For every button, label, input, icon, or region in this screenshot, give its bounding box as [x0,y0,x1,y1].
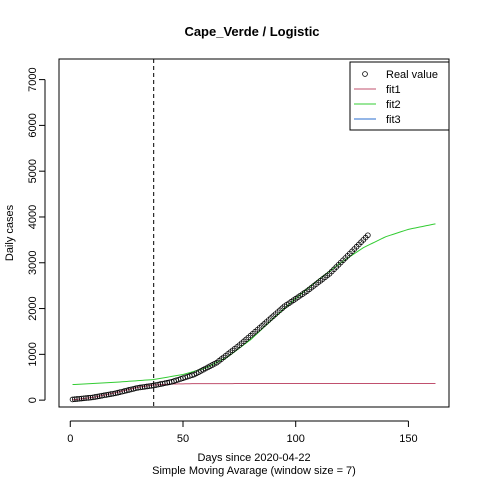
y-tick-label: 3000 [27,251,39,275]
y-tick-label: 6000 [27,113,39,137]
plot-box [58,58,450,408]
fit2-line [72,223,436,386]
chart-title: Cape_Verde / Logistic [184,24,319,39]
x-axis-label: Days since 2020-04-22 [197,452,310,464]
y-axis-label: Daily cases [4,204,16,261]
x-tick-label: 0 [67,433,73,445]
legend-label: Real value [386,69,438,81]
legend-marker [362,71,368,77]
real-value-point [189,372,195,379]
fit-lines [72,223,436,401]
real-value-point [365,232,371,239]
legend-label: fit2 [386,99,401,111]
y-axis: 0 1000 2000 3000 4000 5000 6000 7000 [27,67,46,403]
legend: Real value fit1 fit2 fit3 [349,61,450,131]
y-tick-label: 1000 [27,342,39,366]
legend-label: fit3 [386,114,401,126]
real-value-points [69,232,371,403]
y-tick-label: 7000 [27,67,39,91]
chart-subtitle: Simple Moving Avarage (window size = 7) [152,465,356,477]
y-tick-label: 5000 [27,159,39,183]
legend-label: fit1 [386,84,401,96]
x-axis: 0 50 100 150 [67,420,418,445]
y-tick-label: 2000 [27,296,39,320]
x-tick-label: 150 [399,433,417,445]
x-tick-label: 50 [177,433,189,445]
y-tick-label: 0 [27,397,39,403]
x-tick-label: 100 [287,433,305,445]
y-tick-label: 4000 [27,205,39,229]
